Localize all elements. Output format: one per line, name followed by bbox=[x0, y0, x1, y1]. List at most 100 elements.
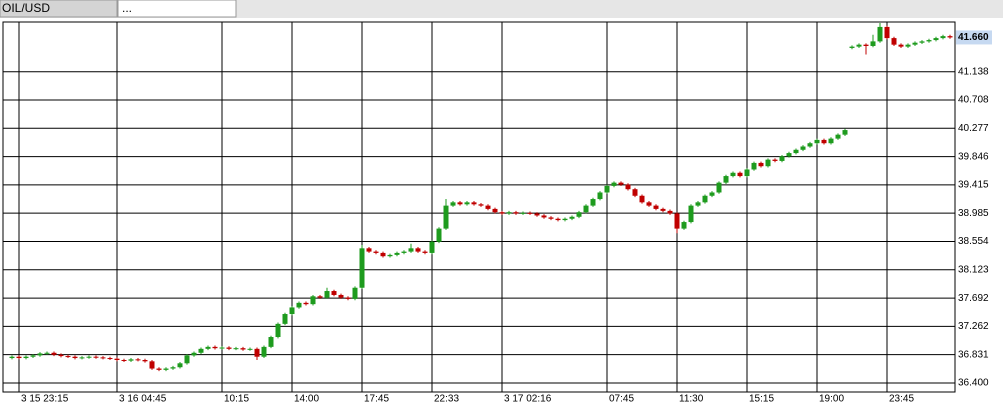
candle-body bbox=[338, 294, 344, 298]
candle-body bbox=[506, 212, 512, 214]
candle-body bbox=[324, 291, 330, 298]
candle-body bbox=[107, 358, 113, 360]
candle-body bbox=[898, 44, 904, 47]
y-tick-label: 36.831 bbox=[958, 349, 989, 360]
candle-body bbox=[457, 202, 463, 205]
candle-body bbox=[863, 44, 869, 46]
x-tick-label: 19:00 bbox=[819, 394, 844, 405]
y-tick-label: 41.138 bbox=[958, 66, 989, 77]
candle-body bbox=[919, 41, 925, 43]
candle-body bbox=[632, 189, 638, 196]
candle-body bbox=[625, 184, 631, 190]
candle-body bbox=[520, 212, 526, 214]
candle-body bbox=[765, 159, 771, 167]
candle-body bbox=[58, 354, 64, 357]
candle-body bbox=[359, 248, 365, 288]
y-tick-label: 40.277 bbox=[958, 123, 989, 134]
candle-body bbox=[534, 213, 540, 216]
candle-body bbox=[254, 348, 260, 357]
candle-body bbox=[786, 153, 792, 157]
candle-body bbox=[149, 361, 155, 369]
candle-body bbox=[16, 356, 22, 359]
candle-body bbox=[562, 218, 568, 221]
y-tick-label: 38.985 bbox=[958, 208, 989, 219]
candle-body bbox=[737, 172, 743, 177]
candle-body bbox=[639, 195, 645, 203]
candle-body bbox=[835, 134, 841, 139]
candle-body bbox=[611, 182, 617, 186]
x-tick-label: 10:15 bbox=[224, 394, 249, 405]
candle-body bbox=[429, 241, 435, 253]
candle-body bbox=[681, 222, 687, 229]
candle-body bbox=[730, 172, 736, 177]
x-tick-label: 3 17 02:16 bbox=[504, 394, 552, 405]
tab-label: ... bbox=[122, 1, 132, 15]
candle-body bbox=[492, 208, 498, 213]
candle-body bbox=[723, 176, 729, 183]
candle-body bbox=[163, 368, 169, 370]
candle-body bbox=[499, 212, 505, 214]
candle-body bbox=[772, 159, 778, 161]
candle-body bbox=[51, 352, 57, 355]
x-tick-label: 15:15 bbox=[749, 394, 774, 405]
y-tick-label: 39.846 bbox=[958, 151, 989, 162]
candle-body bbox=[646, 202, 652, 206]
y-tick-label: 37.262 bbox=[958, 321, 989, 332]
x-tick-label: 07:45 bbox=[609, 394, 634, 405]
candle-body bbox=[282, 314, 288, 324]
candle-body bbox=[569, 216, 575, 219]
candle-body bbox=[380, 252, 386, 257]
x-tick-label: 3 16 04:45 bbox=[119, 394, 167, 405]
candle-body bbox=[394, 252, 400, 255]
candle-body bbox=[240, 348, 246, 350]
x-tick-label: 14:00 bbox=[294, 394, 319, 405]
candle-body bbox=[401, 251, 407, 253]
candle-body bbox=[387, 254, 393, 257]
tab[interactable] bbox=[117, 0, 237, 18]
candle-body bbox=[548, 217, 554, 219]
candle-body bbox=[912, 42, 918, 45]
candle-body bbox=[471, 202, 477, 205]
candle-body bbox=[478, 204, 484, 206]
candle-body bbox=[485, 205, 491, 209]
candle-body bbox=[303, 302, 309, 305]
y-tick-label: 38.554 bbox=[958, 236, 989, 247]
x-tick-label: 22:33 bbox=[434, 394, 459, 405]
candle-body bbox=[464, 202, 470, 205]
last-price-label: 41.660 bbox=[958, 32, 989, 43]
candle-body bbox=[9, 356, 15, 359]
candle-body bbox=[667, 210, 673, 214]
candle-body bbox=[751, 162, 757, 170]
last-price-box bbox=[956, 30, 992, 45]
candle-body bbox=[870, 41, 876, 46]
candle-body bbox=[849, 46, 855, 48]
candle-body bbox=[450, 202, 456, 206]
candle-body bbox=[373, 251, 379, 253]
candle-body bbox=[275, 323, 281, 338]
candle-body bbox=[926, 40, 932, 42]
candle-body bbox=[72, 356, 78, 359]
candle-body bbox=[415, 248, 421, 252]
candle-body bbox=[261, 346, 267, 357]
candle-body bbox=[128, 359, 134, 361]
tab-bar bbox=[0, 0, 1003, 18]
candle-body bbox=[65, 356, 71, 358]
candle-body bbox=[688, 205, 694, 223]
candle-body bbox=[674, 213, 680, 229]
candle-body bbox=[716, 182, 722, 193]
candle-body bbox=[289, 307, 295, 315]
tab[interactable] bbox=[0, 0, 118, 18]
candle-body bbox=[660, 208, 666, 211]
y-tick-label: 39.415 bbox=[958, 180, 989, 191]
candle-body bbox=[212, 346, 218, 349]
candle-body bbox=[310, 296, 316, 305]
candle-body bbox=[93, 356, 99, 358]
candle-body bbox=[947, 36, 953, 38]
candle-body bbox=[408, 248, 414, 252]
candle-body bbox=[177, 363, 183, 368]
y-tick-label: 40.708 bbox=[958, 95, 989, 106]
candle-body bbox=[590, 199, 596, 206]
candle-body bbox=[100, 357, 106, 359]
candle-body bbox=[814, 139, 820, 144]
candle-body bbox=[758, 162, 764, 167]
